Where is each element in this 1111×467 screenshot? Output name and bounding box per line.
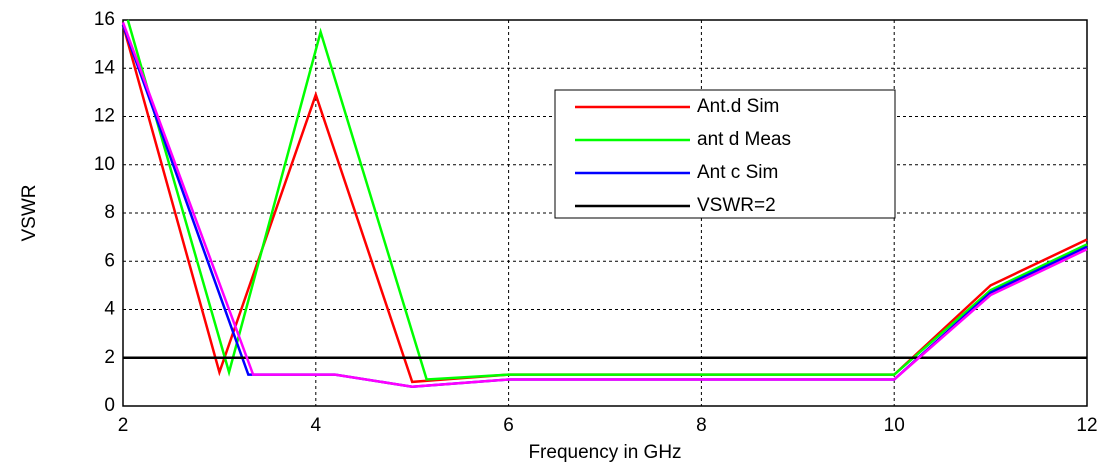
y-tick-label: 4 bbox=[104, 299, 115, 320]
legend-label: Ant.d Sim bbox=[697, 96, 779, 117]
series-line bbox=[121, 21, 1088, 388]
legend-label: ant d Meas bbox=[697, 129, 791, 150]
y-tick-label: 10 bbox=[94, 154, 115, 175]
x-tick-label: 6 bbox=[503, 415, 514, 436]
y-tick-label: 6 bbox=[104, 250, 115, 271]
y-axis-label: VSWR bbox=[19, 185, 40, 242]
y-tick-label: 16 bbox=[94, 9, 115, 30]
legend-label: VSWR=2 bbox=[697, 195, 776, 216]
x-axis-label: Frequency in GHz bbox=[528, 442, 681, 463]
x-tick-label: 4 bbox=[311, 415, 322, 436]
x-tick-label: 10 bbox=[884, 415, 905, 436]
series-line bbox=[126, 19, 1088, 381]
x-tick-label: 8 bbox=[696, 415, 707, 436]
plot-frame bbox=[122, 19, 1088, 407]
y-tick-label: 14 bbox=[94, 57, 116, 78]
x-tick-label: 12 bbox=[1076, 415, 1097, 436]
legend-box bbox=[554, 89, 896, 219]
y-tick-label: 0 bbox=[104, 395, 115, 416]
legend-label: Ant c Sim bbox=[697, 162, 778, 183]
y-tick-label: 8 bbox=[104, 202, 115, 223]
y-tick-label: 2 bbox=[104, 347, 115, 368]
y-tick-label: 12 bbox=[94, 106, 115, 127]
x-tick-label: 2 bbox=[118, 415, 129, 436]
